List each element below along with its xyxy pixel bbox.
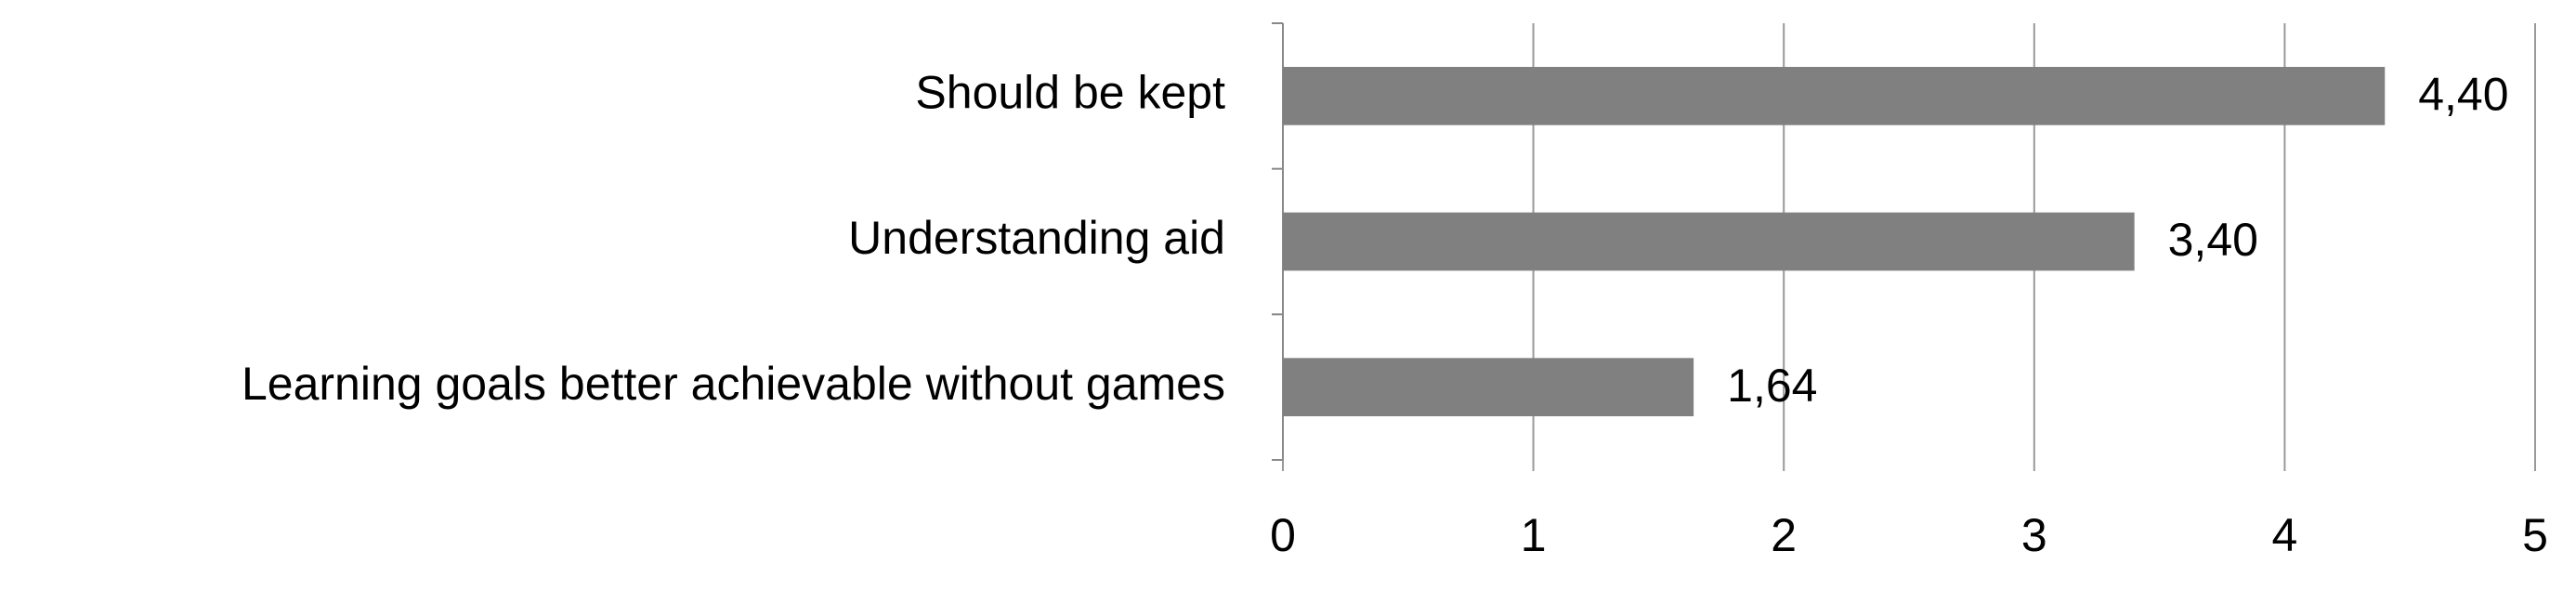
x-tick-label: 0 xyxy=(1270,509,1296,561)
x-tick-label: 5 xyxy=(2522,509,2548,561)
bar xyxy=(1283,358,1694,416)
value-label: 3,40 xyxy=(2168,214,2258,266)
x-tick-label: 1 xyxy=(1521,509,1547,561)
x-tick-label: 3 xyxy=(2021,509,2047,561)
value-label: 4,40 xyxy=(2418,69,2508,121)
x-tick-label: 4 xyxy=(2271,509,2297,561)
y-tick-label: Learning goals better achievable without… xyxy=(242,358,1225,410)
bar xyxy=(1283,212,2135,271)
bar xyxy=(1283,67,2386,125)
y-tick-label: Understanding aid xyxy=(848,212,1225,264)
x-tick-label: 2 xyxy=(1771,509,1797,561)
value-label: 1,64 xyxy=(1727,360,1817,412)
y-tick-label: Should be kept xyxy=(915,67,1225,119)
